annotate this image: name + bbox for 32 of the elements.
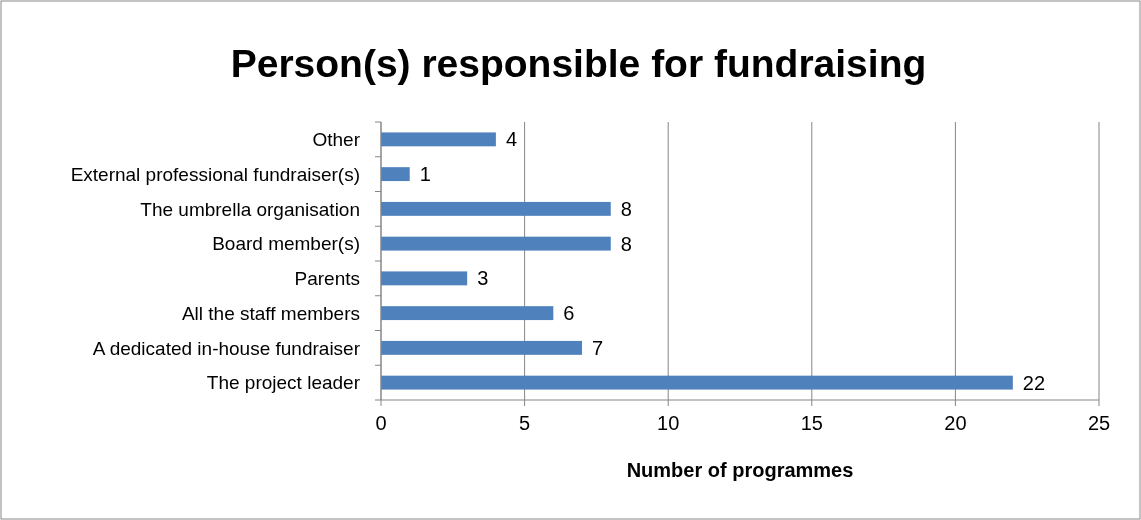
y-tick-label: External professional fundraiser(s) [70, 163, 360, 185]
y-tick-label: Other [312, 129, 361, 151]
bar [381, 306, 554, 321]
x-tick-label: 20 [944, 412, 967, 434]
bar [381, 375, 1013, 390]
data-label: 6 [563, 302, 575, 325]
y-tick-label: All the staff members [181, 302, 360, 324]
data-label: 8 [620, 197, 632, 220]
y-tick-label: The umbrella organisation [140, 198, 360, 220]
x-tick-label: 5 [519, 412, 531, 434]
x-tick-label: 25 [1087, 412, 1111, 434]
data-label: 22 [1022, 371, 1046, 394]
x-tick-label: 0 [375, 412, 387, 434]
data-label: 3 [477, 267, 489, 290]
bar [381, 271, 468, 286]
y-tick-label: A dedicated in-house fundraiser [92, 337, 361, 359]
y-tick-label: The project leader [206, 372, 361, 394]
chart-title: Person(s) responsible for fundraising [230, 42, 927, 85]
x-tick-label: 15 [800, 412, 823, 434]
bar [381, 236, 611, 251]
data-label: 1 [419, 163, 431, 186]
y-tick-label: Parents [294, 268, 360, 290]
x-axis-title: Number of programmes [626, 459, 854, 481]
y-tick-label: Board member(s) [212, 233, 360, 255]
bar [381, 167, 410, 182]
bar [381, 201, 611, 216]
data-label: 8 [620, 232, 632, 255]
data-label: 4 [505, 128, 518, 151]
data-label: 7 [592, 336, 604, 359]
bar [381, 340, 583, 355]
x-tick-label: 10 [657, 412, 680, 434]
bar [381, 132, 496, 147]
